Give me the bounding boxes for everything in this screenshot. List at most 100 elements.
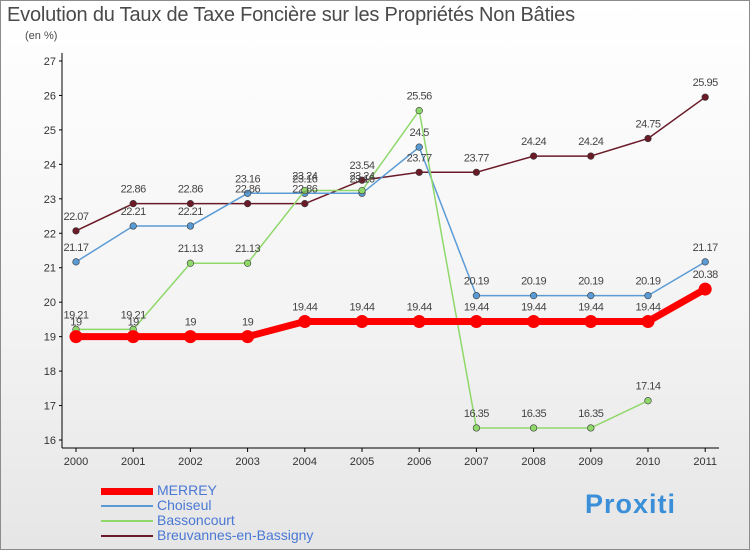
data-point-merrey — [412, 314, 426, 328]
data-label-choiseul: 23.16 — [235, 173, 260, 185]
data-label-bassoncourt: 21.13 — [178, 243, 203, 255]
data-label-bassoncourt: 19.21 — [121, 309, 146, 321]
data-label-breuvannes-en-bassigny: 24.75 — [635, 119, 660, 131]
data-point-bassoncourt — [415, 107, 423, 115]
data-label-choiseul: 20.19 — [578, 276, 603, 288]
data-point-breuvannes-en-bassigny — [186, 200, 194, 208]
x-tick-label: 2006 — [407, 456, 431, 468]
data-label-breuvannes-en-bassigny: 24.24 — [578, 136, 603, 148]
x-tick-label: 2003 — [235, 456, 259, 468]
data-point-choiseul — [587, 292, 595, 300]
data-point-bassoncourt — [587, 424, 595, 432]
data-label-breuvannes-en-bassigny: 23.77 — [407, 152, 432, 164]
legend-swatch-breuvannes — [101, 535, 153, 537]
data-label-breuvannes-en-bassigny: 24.24 — [521, 136, 546, 148]
data-label-bassoncourt: 23.24 — [292, 171, 317, 183]
data-label-merrey: 20.38 — [693, 269, 718, 281]
y-tick-label: 26 — [44, 90, 56, 102]
series-line-breuvannes-en-bassigny — [75, 96, 706, 232]
legend-swatch-choiseul — [101, 505, 153, 507]
data-label-choiseul: 23.16 — [292, 173, 317, 185]
data-label-merrey: 19.44 — [521, 301, 546, 313]
data-point-merrey — [298, 314, 312, 328]
data-point-breuvannes-en-bassigny — [644, 134, 652, 143]
data-point-breuvannes-en-bassigny — [529, 152, 538, 160]
legend-swatch-bassoncourt — [101, 520, 153, 522]
y-tick-label: 20 — [44, 297, 56, 309]
data-label-choiseul: 20.19 — [635, 276, 660, 288]
legend-label-breuvannes: Breuvannes-en-Bassigny — [157, 527, 314, 543]
series-line-bassoncourt — [75, 109, 649, 429]
legend-label-bassoncourt: Bassoncourt — [157, 512, 235, 528]
data-point-merrey — [469, 314, 483, 328]
data-label-choiseul: 20.19 — [464, 276, 489, 288]
data-label-breuvannes-en-bassigny: 22.86 — [178, 184, 203, 196]
data-point-breuvannes-en-bassigny — [244, 200, 252, 208]
chart-unit-label: (en %) — [25, 30, 58, 42]
data-point-choiseul — [644, 292, 652, 300]
data-point-merrey — [126, 330, 140, 344]
data-label-bassoncourt: 16.35 — [521, 408, 546, 420]
data-point-merrey — [698, 282, 712, 296]
y-tick-label: 21 — [44, 263, 56, 275]
x-tick-label: 2009 — [579, 456, 603, 468]
y-tick-label: 27 — [44, 56, 56, 68]
data-label-merrey: 19.44 — [349, 301, 374, 313]
data-point-bassoncourt — [244, 259, 252, 267]
legend-swatch-merrey — [101, 488, 153, 495]
data-label-merrey: 19.44 — [407, 301, 432, 313]
data-point-merrey — [641, 314, 655, 328]
data-point-choiseul — [415, 143, 423, 151]
data-label-breuvannes-en-bassigny: 25.95 — [693, 77, 718, 89]
data-point-bassoncourt — [358, 186, 366, 195]
data-label-bassoncourt: 16.35 — [578, 408, 603, 420]
data-label-choiseul: 22.21 — [121, 206, 146, 218]
y-tick-label: 23 — [44, 194, 56, 206]
data-label-breuvannes-en-bassigny: 22.86 — [292, 184, 317, 196]
data-label-merrey: 19.44 — [578, 301, 603, 313]
y-tick-label: 17 — [44, 401, 56, 413]
data-point-merrey — [527, 314, 541, 328]
data-point-bassoncourt — [644, 397, 652, 405]
x-tick-label: 2000 — [64, 456, 88, 468]
data-point-choiseul — [72, 258, 80, 266]
data-label-bassoncourt: 17.14 — [635, 381, 660, 393]
data-label-merrey: 19 — [185, 317, 197, 329]
data-label-choiseul: 23.16 — [349, 173, 374, 185]
legend-label-merrey: MERREY — [157, 482, 217, 498]
data-point-choiseul — [472, 292, 481, 300]
data-point-breuvannes-en-bassigny — [301, 200, 309, 208]
data-label-choiseul: 21.17 — [693, 242, 718, 254]
chart-title: Evolution du Taux de Taxe Foncière sur l… — [7, 4, 575, 26]
data-label-merrey: 19 — [128, 317, 140, 329]
x-tick-label: 2007 — [464, 456, 488, 468]
series-line-merrey — [72, 285, 709, 341]
y-tick-label: 18 — [44, 366, 56, 378]
data-label-merrey: 19.44 — [464, 301, 489, 313]
data-label-merrey: 19 — [242, 317, 254, 329]
data-point-choiseul — [529, 292, 538, 300]
data-point-breuvannes-en-bassigny — [358, 176, 366, 184]
data-point-choiseul — [129, 222, 137, 230]
proxiti-logo[interactable]: Proxiti — [585, 489, 677, 519]
data-point-choiseul — [186, 222, 194, 230]
data-label-merrey: 19.44 — [635, 301, 660, 313]
data-label-merrey: 19 — [70, 317, 82, 329]
data-point-breuvannes-en-bassigny — [415, 168, 423, 176]
x-tick-label: 2005 — [350, 456, 374, 468]
data-label-bassoncourt: 23.24 — [349, 171, 374, 183]
x-tick-label: 2001 — [121, 456, 145, 468]
data-label-bassoncourt: 16.35 — [464, 408, 489, 420]
data-point-bassoncourt — [186, 259, 194, 267]
data-point-merrey — [355, 314, 369, 328]
x-tick-label: 2002 — [178, 456, 202, 468]
x-tick-label: 2011 — [693, 456, 717, 468]
y-tick-label: 16 — [44, 435, 56, 447]
y-tick-label: 22 — [44, 228, 56, 240]
data-point-breuvannes-en-bassigny — [701, 93, 709, 101]
x-tick-label: 2008 — [521, 456, 545, 468]
data-point-merrey — [241, 330, 255, 344]
data-label-bassoncourt: 21.13 — [235, 243, 260, 255]
data-label-breuvannes-en-bassigny: 22.07 — [63, 211, 88, 223]
